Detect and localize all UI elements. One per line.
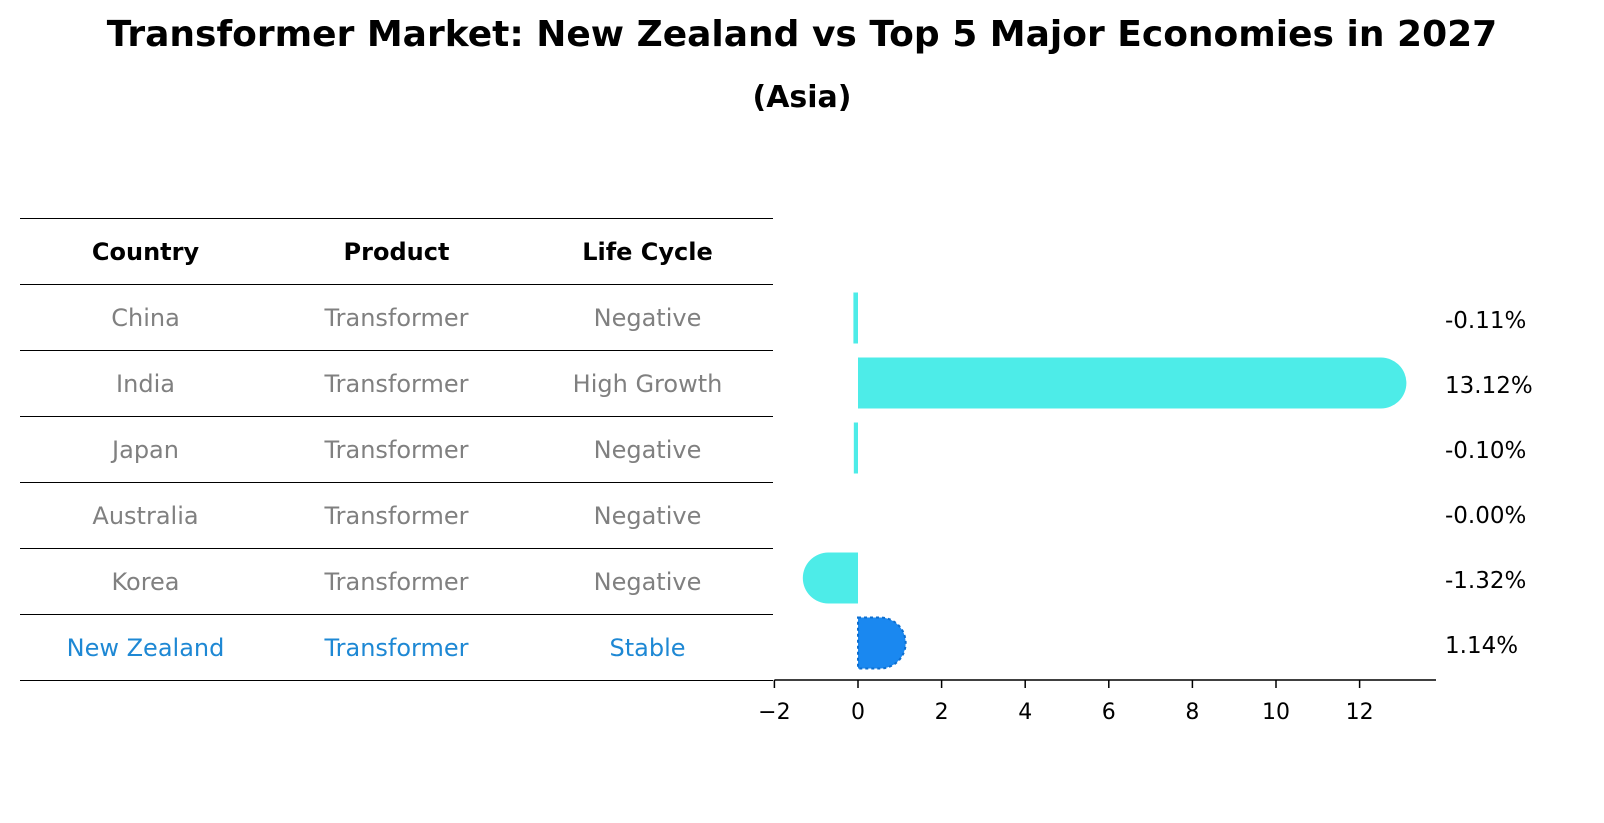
column-header-country: Country [91,237,200,266]
cell-country: Australia [92,501,199,530]
x-tick-label: 10 [1262,700,1290,725]
x-tick-label: 8 [1185,700,1199,725]
column-header-life-cycle: Life Cycle [582,237,713,266]
bar-new-zealand [857,616,907,670]
column-header-product: Product [343,237,450,266]
cell-product: Transformer [324,435,469,464]
cell-life-cycle: Negative [593,501,702,530]
bar-value-label: -0.10% [1445,438,1526,464]
table-row: Japan Transformer Negative [20,416,773,482]
cell-product: Transformer [324,633,469,662]
table-header-row: Country Product Life Cycle [20,218,773,284]
cell-product: Transformer [324,501,469,530]
cell-life-cycle: Negative [593,567,702,596]
bar-value-label: 13.12% [1445,373,1533,399]
x-tick-label: −2 [758,700,790,725]
cell-country: India [116,369,175,398]
bar-china [853,292,858,344]
table-row: India Transformer High Growth [20,350,773,416]
bar-value-label: -0.11% [1445,308,1526,334]
bar-india [858,357,1407,409]
table-row: Australia Transformer Negative [20,482,773,548]
x-tick-label: 2 [935,700,949,725]
country-table: Country Product Life Cycle China Transfo… [20,218,773,681]
table-row: China Transformer Negative [20,284,773,350]
x-tick-label: 6 [1102,700,1116,725]
cell-life-cycle: Stable [609,633,686,662]
x-tick-label: 12 [1346,700,1374,725]
cell-country: New Zealand [66,633,225,662]
x-tick-label: 4 [1018,700,1032,725]
bar-japan [853,422,858,474]
table-row-highlighted: New Zealand Transformer Stable [20,614,773,681]
cell-product: Transformer [324,303,469,332]
cell-life-cycle: Negative [593,435,702,464]
cell-country: Japan [112,435,179,464]
cell-country: China [111,303,180,332]
bar-value-label: -1.32% [1445,568,1526,594]
cell-country: Korea [111,567,180,596]
chart-title: Transformer Market: New Zealand vs Top 5… [106,14,1498,55]
cell-product: Transformer [324,369,469,398]
bar-value-label: -0.00% [1445,503,1526,529]
bar-value-label: 1.14% [1445,633,1518,659]
cell-life-cycle: High Growth [572,369,723,398]
bar-korea [802,552,858,604]
cell-product: Transformer [324,567,469,596]
x-tick-label: 0 [851,700,865,725]
chart-subtitle: (Asia) [752,80,852,115]
table-row: Korea Transformer Negative [20,548,773,614]
cell-life-cycle: Negative [593,303,702,332]
